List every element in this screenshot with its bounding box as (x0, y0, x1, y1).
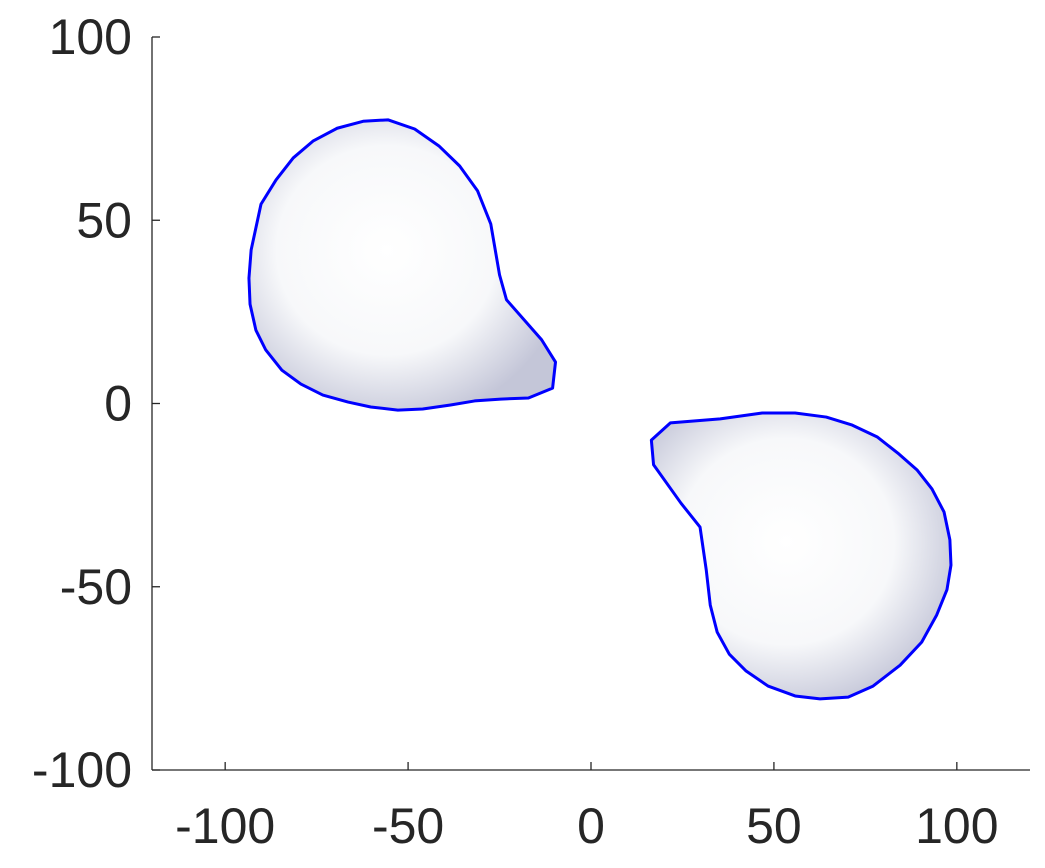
x-tick-label: 100 (915, 798, 998, 854)
y-tick-label: -100 (32, 742, 132, 798)
shape (649, 411, 953, 701)
y-tick-label: 0 (104, 376, 132, 432)
y-tick-label: 100 (49, 9, 132, 65)
x-tick-label: -100 (175, 798, 275, 854)
y-tick-label: -50 (60, 559, 132, 615)
y-tick-label: 50 (76, 192, 132, 248)
shape (247, 118, 558, 412)
x-tick-label: 50 (746, 798, 802, 854)
x-tick-label: -50 (372, 798, 444, 854)
x-tick-label: 0 (577, 798, 605, 854)
